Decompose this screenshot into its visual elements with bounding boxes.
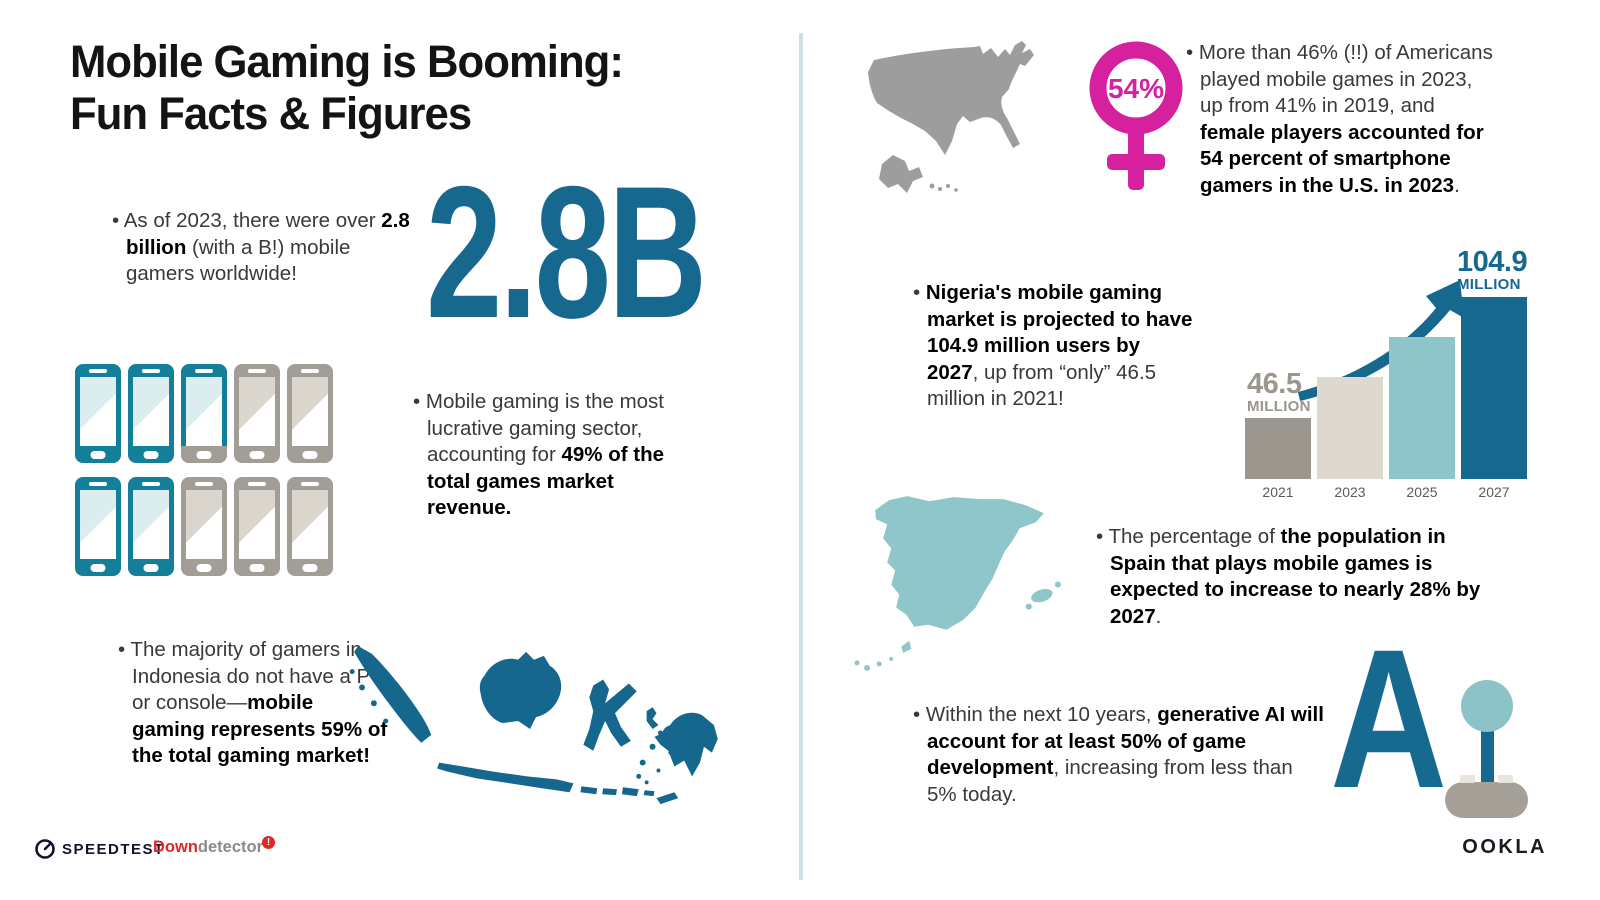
phone-speaker (89, 482, 107, 486)
female-badge-value: 54% (1108, 73, 1164, 104)
phone-home-button (196, 564, 212, 572)
phone-home-button (302, 451, 318, 459)
phone-speaker (301, 482, 319, 486)
fact-us-players: • More than 46% (!!) of Americans played… (1186, 41, 1493, 197)
phone-home-button (196, 451, 212, 459)
phone-speaker (89, 369, 107, 373)
chart-bar-column: 2025 (1389, 337, 1455, 501)
ookla-logo: OOKLA (1462, 836, 1547, 858)
phone-speaker (195, 482, 213, 486)
spain-map (854, 496, 1061, 671)
phone-speaker (248, 369, 266, 373)
phone-screen (186, 377, 222, 446)
phone-icon (128, 364, 174, 463)
phone-icon (181, 477, 227, 576)
phone-icon (181, 364, 227, 463)
indonesia-map (349, 645, 718, 805)
phone-icon (234, 364, 280, 463)
female-symbol-badge: 54% (1089, 41, 1183, 190)
joystick-ball (1461, 680, 1513, 732)
phone-icon (75, 364, 121, 463)
phone-grid (75, 364, 333, 576)
page-title-line1: Mobile Gaming is Booming: (70, 36, 624, 87)
phone-screen (239, 490, 275, 559)
phone-icon (234, 477, 280, 576)
phone-home-button (90, 564, 106, 572)
chart-bar (1245, 418, 1311, 479)
phone-home-button (302, 564, 318, 572)
downdetector-logo: Downdetector! (153, 836, 276, 857)
big-stat-2-8b: 2.8B (426, 147, 707, 357)
phone-screen (133, 490, 169, 559)
phone-screen (292, 377, 328, 446)
chart-bar-year-label: 2021 (1262, 484, 1294, 500)
phone-speaker (248, 482, 266, 486)
fact-nigeria-growth: • Nigeria's mobile gaming market is proj… (913, 281, 1193, 410)
speedtest-wordmark: SPEEDTEST (62, 840, 165, 858)
phone-icon (287, 477, 333, 576)
nigeria-chart-bars: 2021 2023 2025 2027 (1245, 297, 1527, 501)
fact-generative-ai: • Within the next 10 years, generative A… (913, 703, 1324, 806)
joystick-button-right (1498, 775, 1513, 783)
phone-screen (80, 377, 116, 446)
phone-speaker (142, 369, 160, 373)
chart-bar (1317, 377, 1383, 479)
chart-bar-year-label: 2025 (1406, 484, 1438, 500)
chart-bar-column: 2027 (1461, 297, 1527, 501)
downdetector-word-down: Down (153, 838, 198, 856)
phone-screen (239, 377, 275, 446)
phone-speaker (142, 482, 160, 486)
joystick-button-left (1460, 775, 1475, 783)
phone-home-button (249, 564, 265, 572)
page-title: Mobile Gaming is Booming: Fun Facts & Fi… (70, 36, 624, 140)
chart-bar-year-label: 2027 (1478, 484, 1510, 500)
fact-gamers-worldwide: • As of 2023, there were over 2.8 billio… (112, 209, 410, 285)
divider-line (799, 33, 803, 880)
ai-letter-a: A (1330, 608, 1448, 829)
chart-label-46-5-million: 46.5 MILLION (1247, 368, 1311, 415)
phone-icon (75, 477, 121, 576)
chart-bar (1389, 337, 1455, 479)
growth-arrow-icon (1298, 280, 1464, 401)
phone-screen (133, 377, 169, 446)
phone-home-button (249, 451, 265, 459)
chart-bar (1461, 297, 1527, 479)
us-map (868, 41, 1034, 193)
phone-home-button (90, 451, 106, 459)
chart-bar-year-label: 2023 (1334, 484, 1366, 500)
phone-speaker (301, 369, 319, 373)
downdetector-exclamation-badge: ! (262, 836, 276, 849)
chart-bar-column: 2023 (1317, 377, 1383, 501)
phone-home-button (143, 451, 159, 459)
fact-spain-population: • The percentage of the population in Sp… (1096, 525, 1481, 628)
nigeria-users-chart: 46.5 MILLION 104.9 MILLION 2021 2023 2025 2… (1245, 243, 1531, 501)
downdetector-word-detector: detector (197, 838, 264, 856)
phone-screen (292, 490, 328, 559)
phone-icon (287, 364, 333, 463)
chart-label-104-9-million: 104.9 MILLION (1457, 246, 1528, 293)
generative-ai-graphic: A (1330, 620, 1540, 818)
joystick-base (1445, 782, 1528, 818)
phone-home-button (143, 564, 159, 572)
phone-icon (128, 477, 174, 576)
speedtest-gauge-icon (35, 839, 55, 859)
phone-screen (186, 490, 222, 559)
page-title-line2: Fun Facts & Figures (70, 88, 472, 139)
phone-screen (80, 490, 116, 559)
chart-bar-column: 2021 (1245, 418, 1311, 501)
fact-revenue-share: • Mobile gaming is the most lucrative ga… (413, 390, 665, 519)
female-symbol-ring (1089, 41, 1183, 135)
speedtest-logo: SPEEDTEST (34, 838, 165, 860)
fact-indonesia: • The majority of gamers in Indonesia do… (118, 638, 388, 767)
phone-speaker (195, 369, 213, 373)
